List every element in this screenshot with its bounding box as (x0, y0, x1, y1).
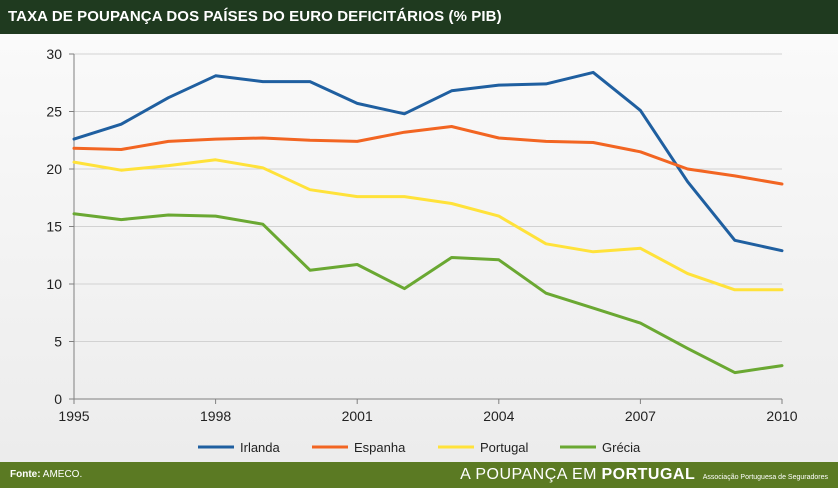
legend-label-3: Grécia (602, 440, 641, 455)
y-tick-label-25: 25 (46, 104, 62, 120)
y-tick-label-20: 20 (46, 161, 62, 177)
legend-label-0: Irlanda (240, 440, 281, 455)
series-line-0 (72, 70, 784, 253)
x-tick-label-2001: 2001 (342, 408, 373, 424)
source-label: Fonte: (10, 469, 41, 480)
y-tick-label-5: 5 (54, 334, 62, 350)
series-lines (72, 70, 784, 375)
y-tick-label-15: 15 (46, 219, 62, 235)
brand-association: Associação Portuguesa de Seguradores (702, 474, 828, 481)
series-line-1 (72, 125, 784, 186)
y-tick-label-30: 30 (46, 46, 62, 62)
chart-title-bar: TAXA DE POUPANÇA DOS PAÍSES DO EURO DEFI… (0, 0, 838, 34)
y-axis-ticks: 0 5 10 15 20 25 30 (46, 46, 74, 407)
x-tick-label-2010: 2010 (766, 408, 797, 424)
legend-label-2: Portugal (480, 440, 529, 455)
legend-label-1: Espanha (354, 440, 406, 455)
footer-bar: Fonte: AMECO. A POUPANÇA EM PORTUGAL Ass… (0, 462, 838, 488)
y-tick-label-10: 10 (46, 276, 62, 292)
brand-text-bold: PORTUGAL (601, 466, 696, 483)
x-tick-label-2007: 2007 (625, 408, 656, 424)
brand-text-light: A POUPANÇA EM (460, 466, 597, 483)
y-tick-label-0: 0 (54, 391, 62, 407)
chart-title: TAXA DE POUPANÇA DOS PAÍSES DO EURO DEFI… (8, 8, 502, 25)
line-chart: 0 5 10 15 20 25 30 1995 1998 2001 2004 2007 2010 Ir… (46, 46, 798, 455)
x-tick-label-1998: 1998 (200, 408, 231, 424)
brand-logo: A POUPANÇA EM PORTUGAL Associação Portug… (460, 462, 828, 491)
source-value: AMECO. (42, 469, 83, 480)
x-axis-ticks: 1995 1998 2001 2004 2007 2010 (58, 399, 798, 424)
gridlines (74, 53, 782, 342)
legend: Irlanda Espanha Portugal Grécia (198, 440, 641, 455)
x-tick-label-1995: 1995 (58, 408, 89, 424)
source-note: Fonte: AMECO. (10, 462, 82, 488)
x-tick-label-2004: 2004 (483, 408, 514, 424)
series-line-3 (72, 212, 784, 375)
series-line-2 (72, 158, 784, 292)
